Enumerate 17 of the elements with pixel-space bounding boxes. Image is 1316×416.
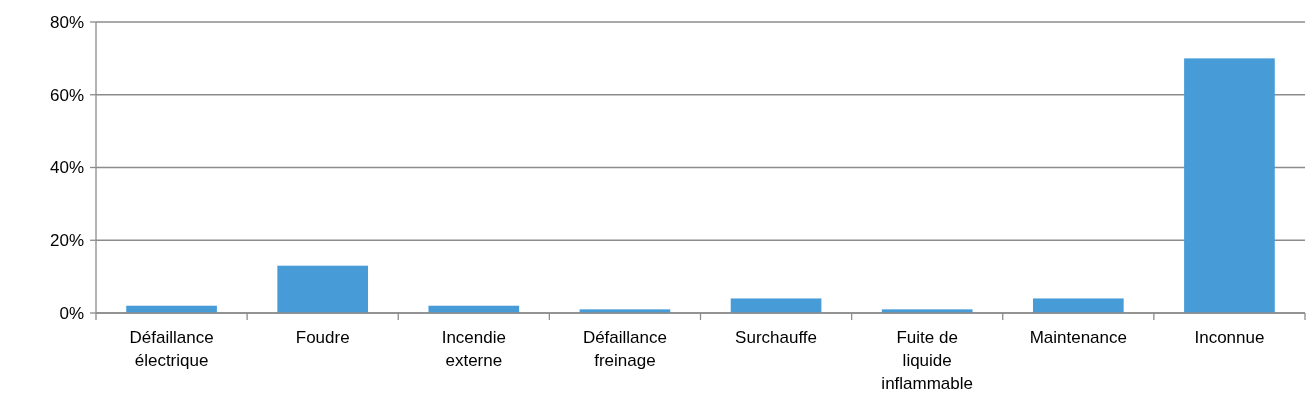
x-tick-label: Inconnue (1194, 328, 1265, 347)
x-tick-label: Surchauffe (735, 328, 818, 347)
x-tick-label: Défaillance électrique (129, 328, 214, 370)
bar (730, 298, 822, 313)
x-tick-label: Fuite de liquide inflammable (881, 328, 974, 393)
bar (1184, 58, 1275, 313)
x-tick-label: Incendie externe (441, 328, 506, 370)
x-tick-label: Maintenance (1029, 328, 1127, 347)
y-tick-label: 60% (49, 85, 84, 105)
x-tick-label: Défaillance freinage (582, 328, 667, 370)
x-tick-label: Foudre (295, 328, 350, 347)
y-tick-label: 80% (49, 12, 84, 32)
bar (1032, 298, 1124, 313)
y-tick-label: 0% (59, 303, 84, 323)
y-tick-label: 20% (49, 231, 84, 251)
bar (277, 265, 369, 313)
y-tick-label: 40% (49, 158, 84, 178)
